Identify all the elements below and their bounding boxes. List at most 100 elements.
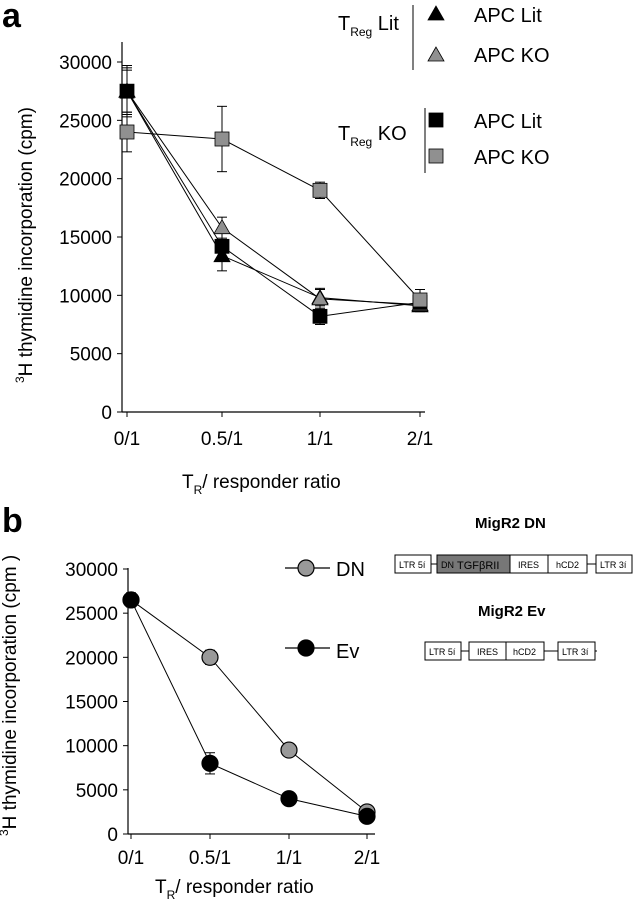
chart-b-xlabel-sub: R: [167, 888, 176, 900]
legend-marker-dn: [297, 559, 315, 577]
chart-b-data-point: [201, 648, 219, 666]
chart-b-ytick-label: 25000: [65, 604, 118, 625]
legend-label-ev: Ev: [336, 641, 359, 663]
chart-a-data-point: [312, 308, 328, 324]
legend-marker-ev: [297, 639, 315, 657]
chart-b-ylabel-rest: H thymidine incorporation (cpm ): [0, 555, 21, 830]
chart-a-series-line: [126, 90, 421, 317]
panel-b-letter: b: [2, 502, 23, 540]
chart-b-legend: DN Ev: [285, 559, 365, 663]
chart-b-xtick-label: 1/1: [276, 848, 302, 869]
chart-b-ytick-label: 15000: [65, 693, 118, 714]
ev-hcd2-box: [505, 641, 545, 661]
construct-diagram: MigR2 DN LTR 5í DN TGFβRII IRES hCD2 LTR…: [394, 515, 633, 661]
legend-group-treg-ko-rest: KO: [372, 123, 406, 145]
legend-group-treg-ko-sub: Reg: [350, 135, 372, 149]
chart-b-data-point: [122, 591, 140, 609]
dn-hcd2-label: hCD2: [556, 560, 579, 570]
chart-b-data-point: [358, 807, 376, 825]
chart-a-data-point: [412, 292, 428, 308]
panel-a-letter: a: [2, 0, 22, 35]
legend-group-treg-lit-rest: Lit: [372, 13, 399, 35]
chart-b-ytick-label: 10000: [65, 737, 118, 758]
legend-group-treg-lit-sub: Reg: [350, 25, 372, 39]
chart-a-ytick-label: 15000: [59, 228, 112, 249]
chart-b-data-point: [280, 741, 298, 759]
chart-b-xlabel-rest: / responder ratio: [175, 877, 313, 898]
chart-b-ylabel-sup: 3: [0, 829, 11, 836]
diagram-dn-title: MigR2 DN: [475, 515, 546, 532]
chart-b-ylabel: 3H thymidine incorporation (cpm ): [0, 555, 21, 836]
chart-a-xlabel: TR/ responder ratio: [182, 472, 341, 497]
ev-ires-label: IRES: [477, 647, 498, 657]
dn-ires-label: IRES: [518, 560, 539, 570]
legend-marker: [427, 46, 445, 62]
ev-ltr3-label: LTR 3í: [562, 647, 589, 657]
chart-b-data-point: [201, 754, 219, 772]
chart-b-xtick-label: 2/1: [354, 848, 380, 869]
legend-label-dn: DN: [336, 559, 365, 581]
dn-small-label: DN: [441, 560, 454, 570]
legend-marker: [427, 5, 445, 21]
chart-a-series-line: [126, 90, 421, 306]
chart-a-data-point: [214, 238, 230, 254]
legend-marker: [428, 112, 444, 128]
dn-ltr3-box: [595, 554, 633, 574]
dn-ltr5-label: LTR 5í: [399, 560, 426, 570]
chart-a-legend: TReg Lit APC Lit APC KO TReg KO APC Lit …: [338, 5, 550, 173]
chart-a-data-point: [214, 131, 230, 147]
legend-label-treg-ko-apc-lit: APC Lit: [474, 111, 542, 133]
chart-b-ytick-label: 20000: [65, 648, 118, 669]
chart-a-ylabel-sup: 3: [13, 376, 27, 383]
chart-a-data-point: [119, 83, 135, 99]
chart-a-data-point: [119, 124, 135, 140]
chart-b-series-line: [130, 599, 368, 817]
chart-a-ylabel-rest: H thymidine incorporation (cpm): [16, 107, 37, 376]
legend-group-treg-lit: TReg Lit: [338, 13, 399, 39]
chart-b-xlabel: TR/ responder ratio: [155, 877, 314, 900]
chart-a-ytick-label: 5000: [70, 345, 112, 366]
chart-a-series-line: [126, 131, 421, 301]
chart-b-data-point: [280, 790, 298, 808]
diagram-ev-title: MigR2 Ev: [478, 603, 546, 620]
chart-a-xtick-label: 0.5/1: [201, 429, 243, 450]
chart-a-xtick-label: 0/1: [114, 429, 140, 450]
chart-a: 0 5000 10000 15000 20000 25000 30000 0/1 0.5/1 1…: [13, 5, 550, 497]
legend-marker: [428, 148, 444, 164]
ev-ltr5-box: [424, 641, 462, 661]
chart-b-ytick-label: 5000: [76, 781, 118, 802]
chart-b-ytick-label: 30000: [65, 560, 118, 581]
legend-group-treg-ko-main: T: [338, 123, 350, 145]
dn-tgf-label: TGFβRII: [457, 560, 499, 572]
chart-a-ytick-label: 10000: [59, 286, 112, 307]
legend-label-treg-lit-apc-lit: APC Lit: [474, 5, 542, 27]
chart-b-xlabel-main: T: [155, 877, 167, 898]
ev-ltr3-box: [557, 641, 596, 661]
chart-a-data-point: [213, 218, 231, 235]
chart-b-xtick-label: 0.5/1: [189, 848, 231, 869]
chart-a-ylabel: 3H thymidine incorporation (cpm): [13, 107, 37, 383]
chart-a-ytick-label: 30000: [59, 53, 112, 74]
chart-a-xtick-label: 1/1: [307, 429, 333, 450]
chart-a-ytick-label: 20000: [59, 170, 112, 191]
chart-a-data-point: [312, 182, 328, 198]
chart-a-ytick-label: 0: [101, 403, 112, 424]
chart-a-data-point: [213, 246, 231, 263]
ev-hcd2-label: hCD2: [513, 647, 536, 657]
chart-b-ytick-label: 0: [107, 825, 118, 846]
dn-hcd2-box: [547, 554, 588, 574]
legend-group-treg-lit-main: T: [338, 13, 350, 35]
chart-a-xlabel-sub: R: [194, 483, 203, 497]
chart-b-series-line: [130, 599, 368, 813]
legend-label-treg-ko-apc-ko: APC KO: [474, 147, 550, 169]
chart-a-xlabel-main: T: [182, 472, 194, 493]
chart-b-xtick-label: 0/1: [118, 848, 144, 869]
dn-ltr5-box: [394, 554, 432, 574]
dn-ltr3-label: LTR 3í: [600, 560, 627, 570]
chart-a-xlabel-rest: / responder ratio: [202, 472, 340, 493]
legend-label-treg-lit-apc-ko: APC KO: [474, 45, 550, 67]
chart-a-xtick-label: 2/1: [407, 429, 433, 450]
chart-a-data-point: [311, 290, 329, 306]
ev-ltr5-label: LTR 5í: [429, 647, 456, 657]
